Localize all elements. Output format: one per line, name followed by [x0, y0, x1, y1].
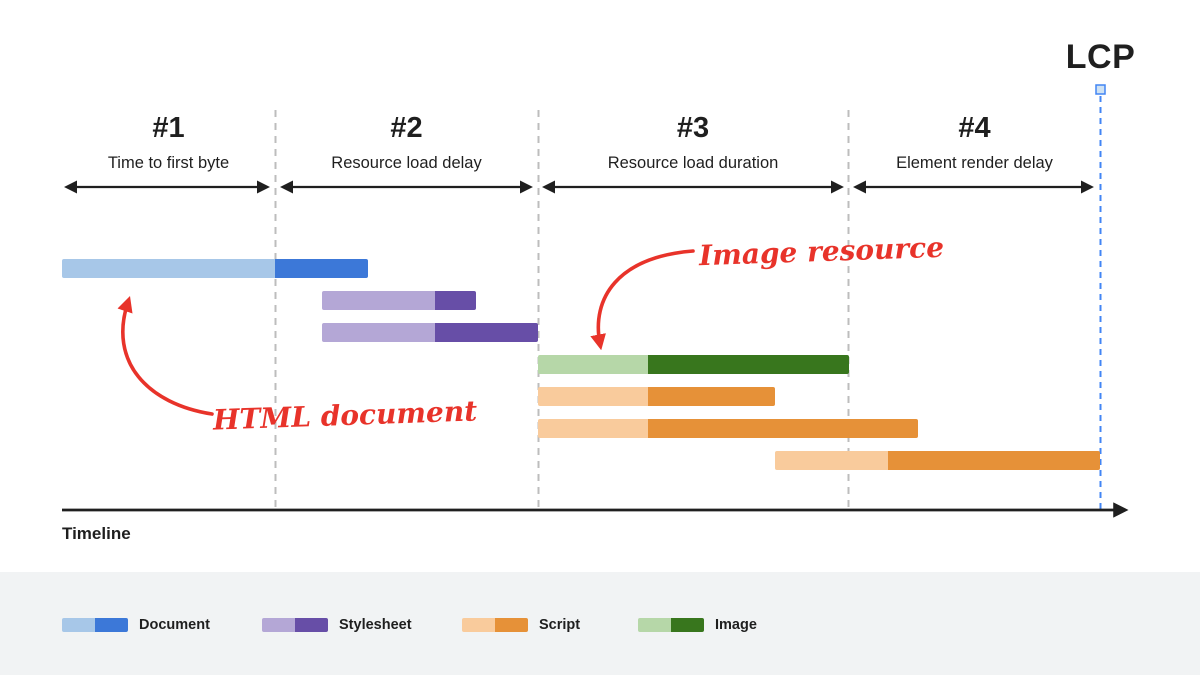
phase-1-header: #1 Time to first byte [62, 112, 275, 173]
script-bar [538, 419, 918, 438]
phase-4-label: Element render delay [896, 154, 1053, 172]
stylesheet-swatch-icon [262, 618, 328, 632]
stylesheet-bar [322, 291, 476, 310]
timeline-label: Timeline [62, 524, 131, 543]
legend-item-label: Stylesheet [339, 617, 412, 633]
phase-2-header: #2 Resource load delay [280, 112, 533, 173]
phase-2-label: Resource load delay [331, 154, 482, 172]
script-bar [775, 451, 1100, 470]
document-bar [62, 259, 368, 278]
image-swatch-icon [638, 618, 704, 632]
document-swatch-icon [62, 618, 128, 632]
script-bar [538, 387, 775, 406]
legend-item-label: Document [139, 617, 210, 633]
image-bar [538, 355, 849, 374]
lcp-marker-icon [1095, 84, 1106, 95]
phase-1-number: #1 [152, 112, 185, 144]
legend-item-stylesheet: Stylesheet [262, 617, 412, 633]
image-resource-annotation: Image resource [698, 230, 945, 273]
phase-1-label: Time to first byte [107, 154, 230, 172]
stylesheet-bar [322, 323, 538, 342]
legend-item-image: Image [638, 617, 757, 633]
lcp-label: LCP [1065, 38, 1136, 76]
legend-item-label: Script [539, 617, 581, 633]
phase-3-label: Resource load duration [607, 154, 779, 172]
legend-item-label: Image [715, 617, 757, 633]
phase-4-number: #4 [958, 112, 991, 144]
legend-item-document: Document [62, 617, 210, 633]
html-document-annotation: HTML document [212, 394, 478, 437]
phase-3-number: #3 [676, 112, 710, 144]
image-resource-arrow [590, 249, 695, 351]
phase-2-number: #2 [390, 112, 423, 144]
script-swatch-icon [462, 618, 528, 632]
legend-bar: Document Stylesheet Script Image [0, 572, 1200, 675]
phase-4-header: #4 Element render delay [852, 112, 1097, 173]
html-document-arrow [117, 295, 214, 416]
phase-3-header: #3 Resource load duration [541, 112, 845, 173]
legend-item-script: Script [462, 617, 580, 633]
